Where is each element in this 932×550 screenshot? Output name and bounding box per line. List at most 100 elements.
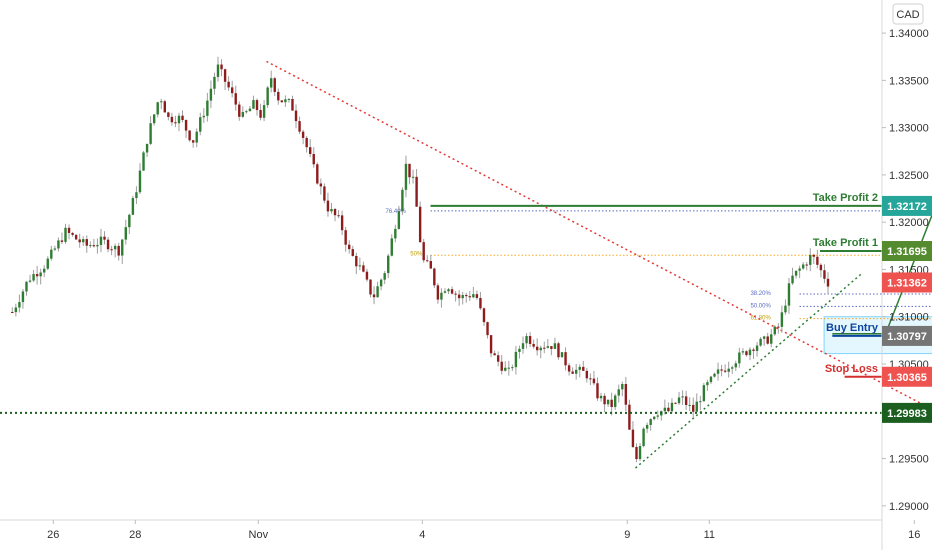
candle-226 (812, 253, 816, 265)
candle-204 (734, 360, 737, 371)
candle-body (152, 114, 156, 124)
candle-200 (720, 364, 723, 377)
candle-99 (362, 261, 365, 273)
candle-body (21, 291, 25, 303)
candle-body (248, 108, 252, 112)
x-tick-label-0: 26 (47, 529, 59, 541)
candle-192 (692, 397, 695, 418)
candle-body (234, 93, 237, 105)
candle-body (309, 147, 312, 154)
candle-76 (280, 100, 284, 103)
candle-body (454, 293, 457, 295)
candle-121 (440, 288, 443, 308)
candle-212 (762, 335, 766, 346)
candle-body (163, 101, 166, 113)
candle-205 (738, 347, 741, 368)
candle-129 (468, 290, 471, 301)
candle-body (528, 336, 532, 344)
candle-body (142, 152, 145, 171)
candle-147 (532, 339, 535, 349)
candle-body (209, 88, 213, 101)
y-tick-label-0: 1.34000 (889, 28, 929, 40)
candle-44 (167, 111, 170, 121)
candle-230 (826, 272, 830, 295)
candle-body (220, 64, 223, 70)
candle-body (486, 322, 489, 336)
candle-106 (387, 253, 390, 279)
candle-body (337, 215, 340, 217)
candle-149 (539, 345, 542, 359)
candle-body (284, 99, 287, 103)
price-tag-text-5: 1.29983 (887, 408, 927, 420)
candle-104 (379, 278, 383, 291)
candle-26 (103, 231, 106, 245)
candle-158 (571, 367, 574, 375)
candle-body (738, 352, 741, 364)
candle-167 (603, 393, 606, 413)
candle-82 (301, 129, 305, 145)
candle-133 (482, 307, 486, 326)
candle-157 (567, 363, 571, 376)
candle-body (60, 240, 64, 242)
candle-144 (521, 336, 525, 354)
candle-169 (610, 392, 613, 416)
candle-body (167, 112, 170, 117)
candle-body (447, 289, 450, 292)
candle-221 (794, 270, 798, 279)
candle-body (762, 336, 766, 339)
candle-body (433, 268, 436, 286)
candle-body (809, 254, 812, 265)
candle-197 (709, 375, 713, 384)
candle-218 (784, 299, 787, 315)
candle-37 (142, 151, 145, 171)
candle-body (723, 370, 727, 372)
candle-body (394, 228, 397, 239)
candle-body (780, 312, 784, 327)
candle-77 (284, 95, 287, 107)
candle-body (592, 378, 596, 384)
candle-136 (493, 350, 496, 356)
candle-body (358, 265, 362, 267)
candle-211 (759, 336, 762, 347)
x-tick-label-5: 11 (704, 529, 715, 541)
candle-body (553, 343, 557, 349)
currency-badge[interactable] (892, 3, 924, 25)
fibonacci-levels: 76.40% 50% 38.20% 50.00% 61.80% (386, 209, 932, 322)
candle-body (170, 116, 174, 123)
candle-98 (358, 257, 362, 271)
candle-8 (39, 268, 42, 285)
candle-179 (645, 422, 649, 433)
candle-body (674, 402, 677, 404)
candle-120 (436, 283, 440, 304)
candle-body (663, 407, 667, 412)
candle-body (436, 285, 440, 300)
candle-180 (649, 418, 652, 431)
candle-body (273, 78, 276, 92)
candle-body (188, 130, 191, 141)
candle-224 (805, 261, 808, 271)
candle-143 (518, 345, 521, 359)
price-tag-text-2: 1.31362 (887, 278, 927, 290)
candle-201 (723, 364, 727, 374)
candle-86 (316, 162, 319, 185)
candle-83 (305, 135, 308, 153)
candle-15 (64, 223, 67, 244)
candle-body (614, 395, 617, 408)
candle-36 (138, 163, 142, 195)
candle-body (653, 416, 656, 420)
candle-128 (465, 292, 468, 303)
candle-92 (337, 210, 340, 219)
y-tick-label-8: 1.29500 (889, 454, 929, 466)
candle-215 (773, 325, 776, 336)
candle-body (82, 239, 85, 243)
y-axis[interactable]: 1.340001.335001.330001.325001.320001.315… (882, 28, 929, 513)
candle-148 (535, 338, 539, 356)
candle-body (475, 294, 479, 298)
x-axis[interactable]: 2628Nov4911161823 (47, 520, 932, 541)
candle-body (681, 396, 684, 398)
candle-body (199, 117, 202, 132)
candle-body (752, 349, 755, 351)
candle-body (603, 395, 606, 405)
candle-body (535, 346, 539, 351)
